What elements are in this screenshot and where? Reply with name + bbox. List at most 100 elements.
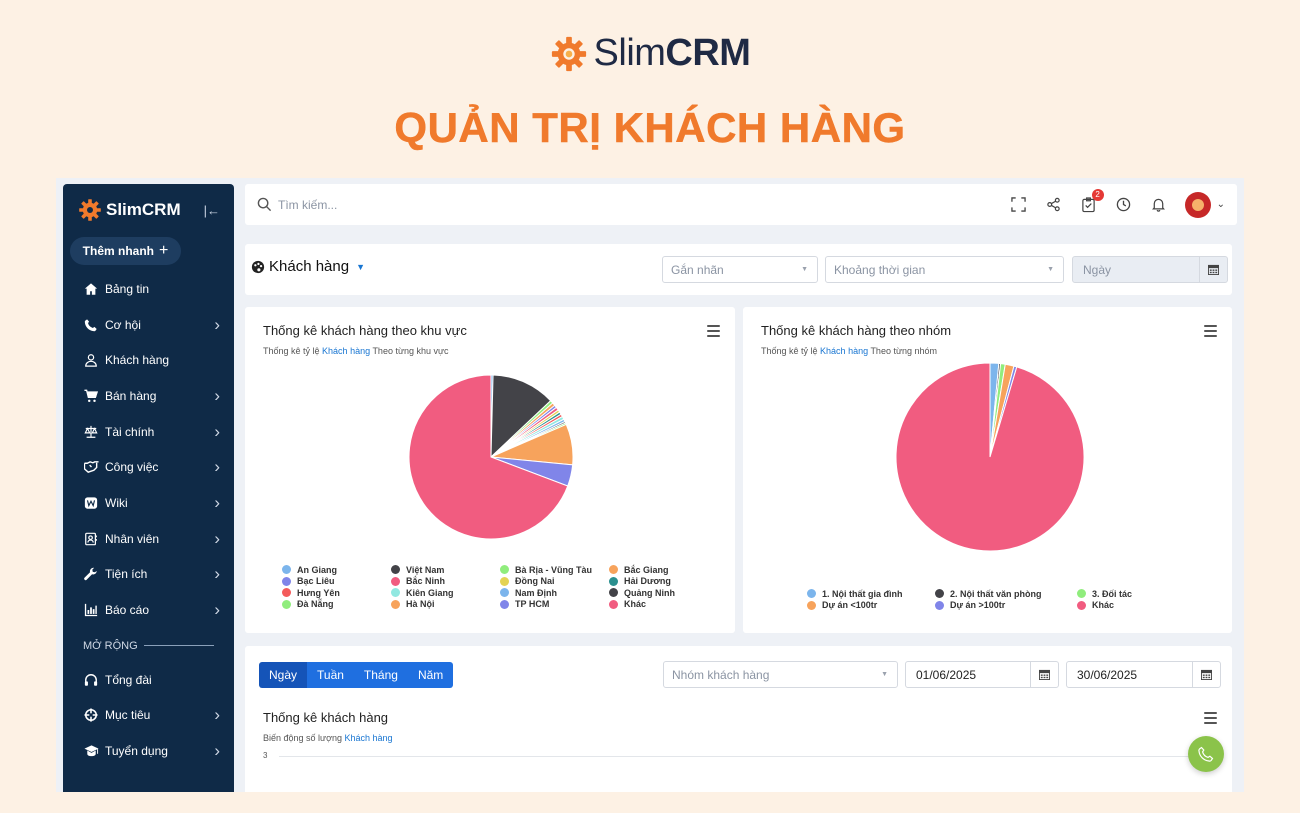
share-icon[interactable] <box>1045 196 1063 214</box>
collapse-sidebar-icon[interactable]: |← <box>203 202 220 218</box>
legend-label: Việt Nam <box>406 564 445 575</box>
legend-item[interactable]: Đà Nẵng <box>282 599 391 611</box>
chart-menu-icon[interactable] <box>707 325 720 340</box>
quick-add-button[interactable]: Thêm nhanh + <box>70 237 181 265</box>
sidebar-item-bang-tin[interactable]: Bảng tin <box>63 271 234 307</box>
dropdown-arrow-icon: ▼ <box>1047 266 1054 273</box>
chevron-right-icon: › <box>214 421 220 441</box>
clock-icon[interactable] <box>1115 196 1133 214</box>
page-title[interactable]: Khách hàng ▼ <box>251 258 365 275</box>
trend-sub-highlight: Khách hàng <box>344 733 393 743</box>
legend-item[interactable]: Việt Nam <box>391 564 500 576</box>
headphones-icon <box>83 672 99 688</box>
legend-item[interactable]: Dự án <100tr <box>807 600 935 612</box>
avatar[interactable] <box>1184 191 1211 218</box>
calendar-icon[interactable] <box>1030 662 1058 687</box>
sidebar-item-label: Nhân viên <box>105 531 160 546</box>
period-tab[interactable]: Tháng <box>353 662 408 688</box>
sidebar-item-tuyen-dung[interactable]: Tuyển dụng › <box>63 733 234 769</box>
wiki-icon <box>83 495 99 511</box>
period-tab[interactable]: Tuần <box>307 662 354 688</box>
bell-icon[interactable] <box>1150 196 1168 214</box>
trend-chart-subtitle: Biến động số lượng Khách hàng <box>263 733 393 743</box>
group-sub-highlight: Khách hàng <box>820 346 869 356</box>
legend-item[interactable]: Hải Dương <box>609 576 709 588</box>
sidebar-item-co-hoi[interactable]: Cơ hội › <box>63 307 234 343</box>
chart-menu-icon[interactable] <box>1204 325 1217 340</box>
chevron-down-icon[interactable]: ⌄ <box>1216 199 1225 210</box>
legend-item[interactable]: Bà Rịa - Vũng Tàu <box>500 564 609 576</box>
calendar-icon[interactable] <box>1199 257 1227 282</box>
legend-item[interactable]: Bắc Ninh <box>391 576 500 588</box>
legend-item[interactable]: TP HCM <box>500 599 609 611</box>
sidebar-item-nhan-vien[interactable]: Nhân viên › <box>63 521 234 557</box>
period-select[interactable]: Khoảng thời gian ▼ <box>825 256 1064 283</box>
legend-swatch <box>807 589 816 599</box>
date-input[interactable]: Ngày <box>1072 256 1228 283</box>
region-sub-highlight: Khách hàng <box>322 346 371 356</box>
sidebar-item-label: Cơ hội <box>105 317 141 332</box>
legend-item[interactable]: An Giang <box>282 564 391 576</box>
customer-group-placeholder: Nhóm khách hàng <box>672 667 770 682</box>
legend-item[interactable]: 2. Nội thất văn phòng <box>935 588 1077 600</box>
legend-item[interactable]: Đồng Nai <box>500 576 609 588</box>
sidebar-item-tien-ich[interactable]: Tiện ích › <box>63 557 234 593</box>
legend-swatch <box>391 565 400 575</box>
pie-slice-1[interactable] <box>490 374 552 459</box>
legend-item[interactable]: Bắc Giang <box>609 564 709 576</box>
period-select-placeholder: Khoảng thời gian <box>834 262 926 277</box>
phone-icon <box>1198 746 1214 762</box>
chart-menu-icon[interactable] <box>1204 712 1217 727</box>
date-from-input[interactable]: 01/06/2025 <box>905 661 1059 688</box>
user-menu[interactable]: ⌄ <box>1184 191 1225 218</box>
section-label-extended: MỞ RỘNG <box>63 632 234 660</box>
task-icon[interactable]: 2 <box>1080 188 1104 214</box>
sidebar-item-wiki[interactable]: Wiki › <box>63 485 234 521</box>
legend-item[interactable]: Bạc Liêu <box>282 576 391 588</box>
pie-slice-5[interactable] <box>895 362 1085 552</box>
legend-swatch <box>500 565 509 575</box>
legend-item[interactable]: Quảng Ninh <box>609 587 709 599</box>
legend-label: Quảng Ninh <box>624 587 675 598</box>
contact-card-icon <box>83 531 99 547</box>
dropdown-arrow-icon: ▼ <box>881 671 888 678</box>
legend-label: Khác <box>1092 600 1115 611</box>
legend-item[interactable]: 3. Đối tác <box>1077 588 1157 600</box>
legend-item[interactable]: Kiên Giang <box>391 587 500 599</box>
pie-slice-15[interactable] <box>408 374 569 540</box>
sidebar-item-tong-dai[interactable]: Tổng đài <box>63 662 234 698</box>
search-box[interactable]: Tìm kiếm... <box>257 197 1010 212</box>
legend-item[interactable]: Nam Định <box>500 587 609 599</box>
sidebar-item-muc-tieu[interactable]: Mục tiêu › <box>63 698 234 734</box>
scale-icon <box>83 424 99 440</box>
calendar-icon[interactable] <box>1192 662 1220 687</box>
sidebar-item-tai-chinh[interactable]: Tài chính › <box>63 414 234 450</box>
handshake-icon <box>83 459 99 475</box>
period-tab[interactable]: Ngày <box>259 662 308 688</box>
legend-swatch <box>1077 589 1086 599</box>
sidebar-item-khach-hang[interactable]: Khách hàng <box>63 342 234 378</box>
date-to-input[interactable]: 30/06/2025 <box>1066 661 1221 688</box>
filter-bar: Khách hàng ▼ Gắn nhãn ▼ Khoảng thời gian… <box>245 244 1232 295</box>
legend-item[interactable]: Khác <box>609 599 709 611</box>
legend-item[interactable]: Khác <box>1077 600 1157 612</box>
legend-item[interactable]: Hà Nội <box>391 599 500 611</box>
sidebar-item-cong-viec[interactable]: Công việc › <box>63 449 234 485</box>
legend-label: Đồng Nai <box>515 576 555 587</box>
search-input[interactable]: Tìm kiếm... <box>278 197 338 212</box>
period-tab[interactable]: Năm <box>407 662 454 688</box>
customer-group-select[interactable]: Nhóm khách hàng ▼ <box>663 661 898 688</box>
legend-label: Hà Nội <box>406 599 435 610</box>
fullscreen-icon[interactable] <box>1010 196 1028 214</box>
legend-item[interactable]: Dự án >100tr <box>935 600 1077 612</box>
section-label-text: MỞ RỘNG <box>83 639 138 652</box>
chevron-right-icon: › <box>214 528 220 548</box>
tag-select[interactable]: Gắn nhãn ▼ <box>662 256 818 283</box>
sidebar-item-ban-hang[interactable]: Bán hàng › <box>63 378 234 414</box>
sidebar-item-bao-cao[interactable]: Báo cáo › <box>63 592 234 628</box>
call-button[interactable] <box>1188 736 1224 772</box>
legend-swatch <box>391 576 400 586</box>
legend-item[interactable]: 1. Nội thất gia đình <box>807 588 935 600</box>
legend-item[interactable]: Hưng Yên <box>282 587 391 599</box>
topbar-actions: 2 ⌄ <box>1010 188 1225 218</box>
